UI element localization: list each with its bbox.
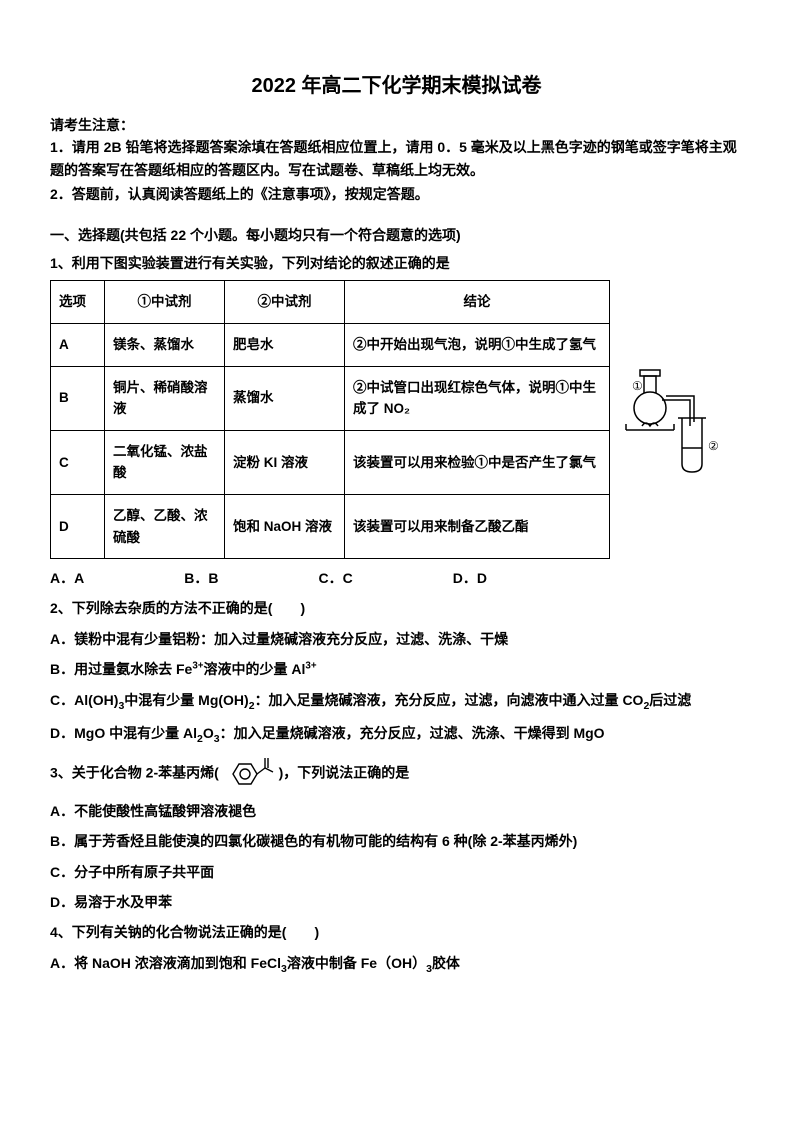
section-1-heading: 一、选择题(共包括 22 个小题。每小题均只有一个符合题意的选项) <box>50 224 743 246</box>
td: A <box>51 323 105 366</box>
td: 乙醇、乙酸、浓硫酸 <box>105 494 225 558</box>
td: ②中开始出现气泡，说明①中生成了氢气 <box>345 323 610 366</box>
q3-stem: 3、关于化合物 2-苯基丙烯( )，下列说法正确的是 <box>50 756 743 792</box>
structure-icon <box>223 756 275 792</box>
table-row: B 铜片、稀硝酸溶液 蒸馏水 ②中试管口出现红棕色气体，说明①中生成了 NO₂ <box>51 366 610 430</box>
q2-stem: 2、下列除去杂质的方法不正确的是( ) <box>50 597 743 619</box>
td: 饱和 NaOH 溶液 <box>225 494 345 558</box>
td: 该装置可以用来检验①中是否产生了氯气 <box>345 430 610 494</box>
td: 铜片、稀硝酸溶液 <box>105 366 225 430</box>
q1-opt-c: C．C <box>318 567 352 589</box>
td: B <box>51 366 105 430</box>
th-conc: 结论 <box>345 281 610 324</box>
q3-opt-a: A．不能使酸性高锰酸钾溶液褪色 <box>50 800 743 822</box>
q2-opt-d: D．MgO 中混有少量 Al2O3：加入足量烧碱溶液，充分反应，过滤、洗涤、干燥… <box>50 722 743 748</box>
table-row: A 镁条、蒸馏水 肥皂水 ②中开始出现气泡，说明①中生成了氢气 <box>51 323 610 366</box>
th-r2: ②中试剂 <box>225 281 345 324</box>
q1-opt-b: B．B <box>184 567 218 589</box>
q1-stem: 1、利用下图实验装置进行有关实验，下列对结论的叙述正确的是 <box>50 252 743 274</box>
table-row: C 二氧化锰、浓盐酸 淀粉 KI 溶液 该装置可以用来检验①中是否产生了氯气 <box>51 430 610 494</box>
notice-line-2: 2．答题前，认真阅读答题纸上的《注意事项》，按规定答题。 <box>50 183 743 205</box>
page-title: 2022 年高二下化学期末模拟试卷 <box>50 70 743 102</box>
q1-table-wrap: 选项 ①中试剂 ②中试剂 结论 A 镁条、蒸馏水 肥皂水 ②中开始出现气泡，说明… <box>50 280 743 559</box>
table-row: D 乙醇、乙酸、浓硫酸 饱和 NaOH 溶液 该装置可以用来制备乙酸乙酯 <box>51 494 610 558</box>
label-one: ① <box>632 379 643 393</box>
apparatus-diagram-icon: ① ② <box>618 360 728 480</box>
label-two: ② <box>708 439 719 453</box>
q4-opt-a: A．将 NaOH 浓溶液滴加到饱和 FeCl3溶液中制备 Fe（OH）3胶体 <box>50 952 743 978</box>
th-opt: 选项 <box>51 281 105 324</box>
q3-opt-c: C．分子中所有原子共平面 <box>50 861 743 883</box>
td: 蒸馏水 <box>225 366 345 430</box>
notice-heading: 请考生注意： <box>50 114 743 136</box>
q3-opt-d: D．易溶于水及甲苯 <box>50 891 743 913</box>
q1-table: 选项 ①中试剂 ②中试剂 结论 A 镁条、蒸馏水 肥皂水 ②中开始出现气泡，说明… <box>50 280 610 559</box>
table-row: 选项 ①中试剂 ②中试剂 结论 <box>51 281 610 324</box>
q3-opt-b: B．属于芳香烃且能使溴的四氯化碳褪色的有机物可能的结构有 6 种(除 2-苯基丙… <box>50 830 743 852</box>
td: 淀粉 KI 溶液 <box>225 430 345 494</box>
td: D <box>51 494 105 558</box>
th-r1: ①中试剂 <box>105 281 225 324</box>
notice-line-1: 1．请用 2B 铅笔将选择题答案涂填在答题纸相应位置上，请用 0．5 毫米及以上… <box>50 136 743 181</box>
td: 二氧化锰、浓盐酸 <box>105 430 225 494</box>
q1-options: A．A B．B C．C D．D <box>50 567 743 589</box>
td: ②中试管口出现红棕色气体，说明①中生成了 NO₂ <box>345 366 610 430</box>
td: 镁条、蒸馏水 <box>105 323 225 366</box>
td: 该装置可以用来制备乙酸乙酯 <box>345 494 610 558</box>
td: 肥皂水 <box>225 323 345 366</box>
q2-opt-c: C．Al(OH)3中混有少量 Mg(OH)2：加入足量烧碱溶液，充分反应，过滤，… <box>50 689 743 715</box>
q2-opt-b: B．用过量氨水除去 Fe3+溶液中的少量 Al3+ <box>50 658 743 680</box>
q1-opt-d: D．D <box>453 567 487 589</box>
td: C <box>51 430 105 494</box>
q4-stem: 4、下列有关钠的化合物说法正确的是( ) <box>50 921 743 943</box>
q2-opt-a: A．镁粉中混有少量铝粉：加入过量烧碱溶液充分反应，过滤、洗涤、干燥 <box>50 628 743 650</box>
q1-opt-a: A．A <box>50 567 84 589</box>
